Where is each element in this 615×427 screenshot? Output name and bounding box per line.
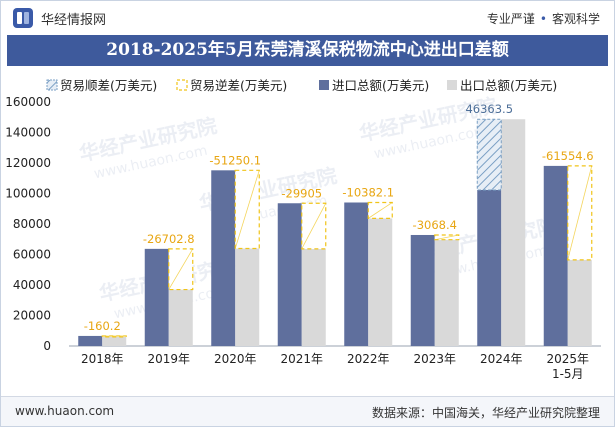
export-bar <box>301 248 326 346</box>
export-bar <box>501 119 526 346</box>
deficit-bar-hatch <box>234 170 260 249</box>
export-bar <box>102 336 127 346</box>
slogan: 专业严谨 • 客观科学 <box>487 10 600 27</box>
legend-import-icon <box>319 80 329 90</box>
import-bar <box>211 170 236 346</box>
import-bar <box>344 202 369 346</box>
y-tick-label: 40000 <box>13 278 51 292</box>
import-bar <box>144 248 169 346</box>
balance-data-label: -26702.8 <box>143 232 195 246</box>
slogan-right: 客观科学 <box>551 12 600 26</box>
y-tick-label: 60000 <box>13 248 51 262</box>
footer-website[interactable]: www.huaon.com <box>15 404 115 418</box>
y-tick-label: 0 <box>43 339 51 353</box>
export-bar <box>368 218 393 346</box>
brand-logo-icon <box>13 8 33 28</box>
balance-data-label: -29905 <box>281 186 322 200</box>
import-bar <box>543 165 568 346</box>
slogan-left: 专业严谨 <box>486 12 535 26</box>
chart-title: 2018-2025年5月东莞清溪保税物流中心进出口差额 <box>7 35 608 66</box>
legend-export-icon <box>447 80 457 90</box>
brand-name: 华经情报网 <box>41 12 107 28</box>
legend-label-surplus: 贸易顺差(万美元) <box>60 78 157 93</box>
export-bar <box>235 248 260 346</box>
import-bar <box>477 189 502 346</box>
x-tick-label: 2018年 <box>81 352 124 366</box>
top-bar: 华经情报网 专业严谨 • 客观科学 <box>1 1 614 35</box>
import-bar <box>78 335 103 346</box>
balance-data-label: -160.2 <box>84 319 121 333</box>
brand[interactable]: 华经情报网 <box>13 8 106 28</box>
x-tick-label: 2022年 <box>347 352 390 366</box>
y-tick-label: 120000 <box>5 156 51 170</box>
legend-deficit-icon <box>176 79 188 91</box>
export-bar <box>168 289 193 346</box>
balance-data-label: -61554.6 <box>542 149 594 163</box>
footer: www.huaon.com 数据来源：中国海关，华经产业研究院整理 <box>1 396 614 426</box>
x-tick-label: 2019年 <box>147 352 190 366</box>
import-bar <box>277 203 302 346</box>
y-tick-label: 160000 <box>5 95 51 109</box>
export-bar <box>434 239 459 346</box>
y-tick-label: 80000 <box>13 217 51 231</box>
x-tick-label: 2023年 <box>413 352 456 366</box>
y-tick-label: 100000 <box>5 187 51 201</box>
balance-data-label: -51250.1 <box>209 153 261 167</box>
y-tick-label: 20000 <box>13 309 51 323</box>
x-tick-label: 2024年 <box>480 352 523 366</box>
deficit-bar-hatch <box>567 165 593 260</box>
x-tick-label: 2025年 1-5月 <box>546 352 589 381</box>
surplus-bar <box>476 118 502 191</box>
legend-surplus-icon <box>46 79 58 91</box>
x-tick-label: 2021年 <box>280 352 323 366</box>
deficit-bar-hatch <box>434 234 459 241</box>
export-bar <box>567 259 592 346</box>
footer-source: 数据来源：中国海关，华经产业研究院整理 <box>371 406 600 420</box>
legend-label-import: 进口总额(万美元) <box>332 78 429 93</box>
deficit-bar-hatch <box>168 248 194 290</box>
legend-label-deficit: 贸易逆差(万美元) <box>190 78 287 93</box>
deficit-bar-hatch <box>368 202 393 219</box>
y-tick-label: 140000 <box>5 126 51 140</box>
bar-chart: 华经产业研究院www.huaon.com华经产业研究院www.huaon.com… <box>5 78 601 381</box>
import-bar <box>410 234 435 346</box>
balance-data-label: 46363.5 <box>465 102 513 116</box>
x-tick-label: 2020年 <box>214 352 257 366</box>
legend-label-export: 出口总额(万美元) <box>460 78 557 93</box>
balance-data-label: -10382.1 <box>342 185 394 199</box>
balance-data-label: -3068.4 <box>413 218 457 232</box>
dot-separator-icon: • <box>539 12 547 26</box>
deficit-bar-hatch <box>301 203 327 250</box>
